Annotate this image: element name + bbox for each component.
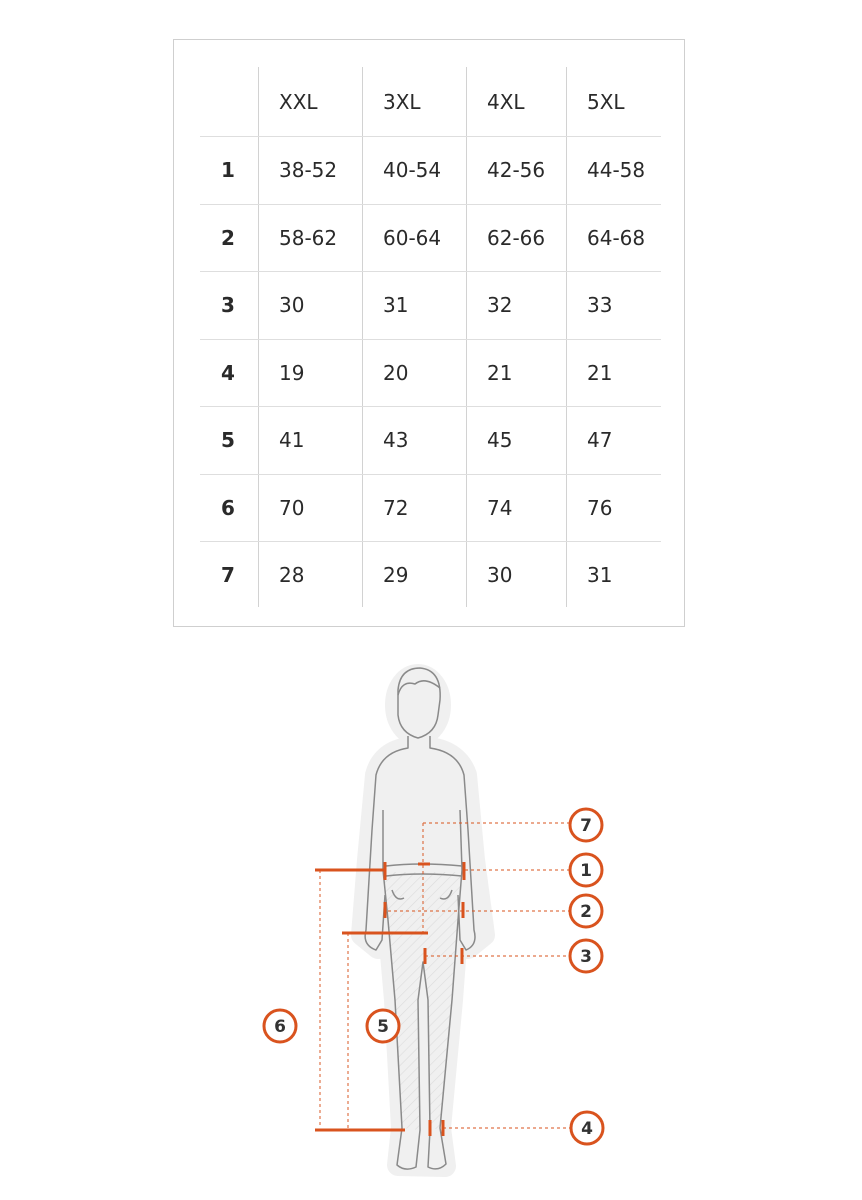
measurement-marker-6: 6 [262, 1008, 298, 1044]
measurement-marker-7: 7 [568, 807, 604, 843]
table-cell: 45 [487, 428, 513, 452]
row-label: 1 [221, 158, 235, 182]
column-header-4xl: 4XL [487, 90, 525, 114]
table-cell: 72 [383, 496, 409, 520]
row-label: 5 [221, 428, 235, 452]
measurement-marker-2: 2 [568, 893, 604, 929]
row-divider [200, 541, 661, 542]
measurement-marker-3: 3 [568, 938, 604, 974]
column-divider [258, 67, 259, 607]
row-divider [200, 136, 661, 137]
column-header-5xl: 5XL [587, 90, 625, 114]
table-cell: 33 [587, 293, 613, 317]
marker-circle [568, 893, 604, 929]
marker-circle [569, 1110, 605, 1146]
table-cell: 76 [587, 496, 613, 520]
row-divider [200, 271, 661, 272]
marker-number: 7 [580, 816, 592, 836]
row-label: 4 [221, 361, 235, 385]
row-label: 2 [221, 226, 235, 250]
marker-number: 6 [274, 1017, 286, 1037]
table-cell: 64-68 [587, 226, 646, 250]
measurement-lines [315, 822, 570, 1136]
marker-number: 2 [580, 902, 592, 922]
row-label: 3 [221, 293, 235, 317]
row-label: 7 [221, 563, 235, 587]
table-cell: 21 [587, 361, 613, 385]
marker-number: 1 [580, 861, 592, 881]
table-cell: 38-52 [279, 158, 338, 182]
measurement-marker-4: 4 [569, 1110, 605, 1146]
column-divider [362, 67, 363, 607]
row-divider [200, 339, 661, 340]
table-cell: 19 [279, 361, 305, 385]
table-cell: 44-58 [587, 158, 646, 182]
row-label: 6 [221, 496, 235, 520]
row-divider [200, 204, 661, 205]
column-divider [566, 67, 567, 607]
row-divider [200, 474, 661, 475]
column-divider [466, 67, 467, 607]
table-cell: 62-66 [487, 226, 546, 250]
row-divider [200, 406, 661, 407]
marker-circle [568, 938, 604, 974]
table-cell: 74 [487, 496, 513, 520]
table-cell: 47 [587, 428, 613, 452]
size-table: XXL 3XL 4XL 5XL 1 38-52 40-54 42-56 44-58 2 58-62 6… [173, 39, 685, 627]
marker-number: 4 [581, 1119, 593, 1139]
table-cell: 30 [279, 293, 305, 317]
table-cell: 42-56 [487, 158, 546, 182]
measurement-marker-5: 5 [365, 1008, 401, 1044]
marker-number: 3 [580, 947, 592, 967]
marker-circle [262, 1008, 298, 1044]
marker-number: 5 [377, 1017, 389, 1037]
table-cell: 60-64 [383, 226, 442, 250]
column-header-3xl: 3XL [383, 90, 421, 114]
table-cell: 58-62 [279, 226, 338, 250]
table-cell: 32 [487, 293, 513, 317]
table-cell: 31 [383, 293, 409, 317]
table-cell: 70 [279, 496, 305, 520]
marker-circle [568, 807, 604, 843]
table-cell: 20 [383, 361, 409, 385]
table-cell: 31 [587, 563, 613, 587]
column-header-xxl: XXL [279, 90, 318, 114]
table-cell: 30 [487, 563, 513, 587]
marker-circle [568, 852, 604, 888]
table-cell: 28 [279, 563, 305, 587]
body-silhouette [351, 664, 495, 1177]
table-cell: 21 [487, 361, 513, 385]
table-cell: 40-54 [383, 158, 442, 182]
table-cell: 29 [383, 563, 409, 587]
table-cell: 43 [383, 428, 409, 452]
marker-circle [365, 1008, 401, 1044]
table-cell: 41 [279, 428, 305, 452]
measurement-marker-1: 1 [568, 852, 604, 888]
